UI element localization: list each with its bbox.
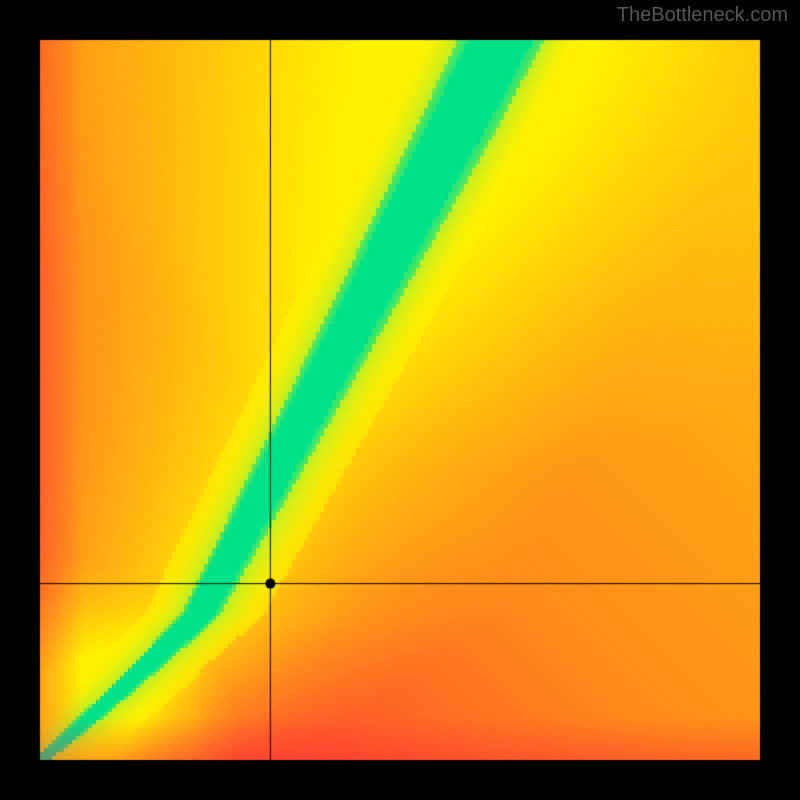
watermark-text: TheBottleneck.com xyxy=(617,4,788,27)
heatmap-canvas xyxy=(0,0,800,800)
chart-container: TheBottleneck.com xyxy=(0,0,800,800)
